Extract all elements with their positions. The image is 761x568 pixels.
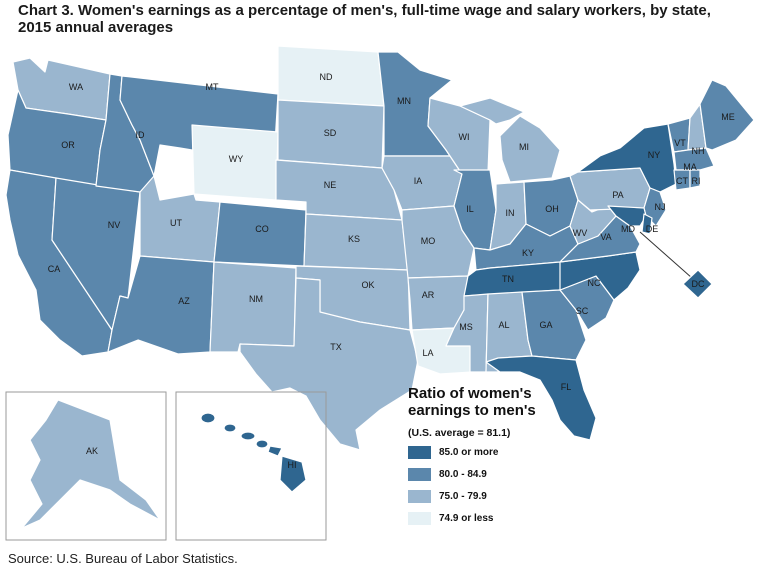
legend-swatch [408, 511, 431, 525]
label-va: VA [600, 232, 611, 242]
label-vt: VT [674, 138, 686, 148]
label-nd: ND [320, 72, 333, 82]
label-nv: NV [108, 220, 121, 230]
label-wa: WA [69, 82, 83, 92]
state-ri [689, 169, 701, 189]
label-ak: AK [86, 446, 98, 456]
state-me [699, 79, 755, 151]
state-ak [21, 399, 161, 529]
label-ia: IA [414, 176, 423, 186]
legend-label: 80.0 - 84.9 [439, 468, 487, 480]
label-co: CO [255, 224, 269, 234]
label-wv: WV [573, 228, 588, 238]
label-sd: SD [324, 128, 337, 138]
legend-label: 85.0 or more [439, 446, 499, 458]
state-md [607, 205, 647, 227]
hawaii-inset-frame [175, 391, 327, 541]
label-al: AL [498, 320, 509, 330]
state-de [641, 213, 653, 235]
label-ct: CT [676, 176, 688, 186]
label-de: DE [646, 224, 659, 234]
label-sc: SC [576, 306, 589, 316]
legend-title: Ratio of women's earnings to men's [408, 385, 536, 419]
label-ny: NY [648, 150, 661, 160]
state-co [213, 201, 307, 267]
state-tx [239, 277, 419, 451]
label-oh: OH [545, 204, 559, 214]
legend-subtitle: (U.S. average = 81.1) [408, 427, 511, 439]
label-nc: NC [588, 278, 601, 288]
state-nm [209, 261, 297, 353]
label-il: IL [466, 204, 474, 214]
label-mt: MT [206, 82, 219, 92]
label-mo: MO [421, 236, 436, 246]
legend-label: 75.0 - 79.9 [439, 490, 487, 502]
label-wy: WY [229, 154, 244, 164]
state-fl [485, 355, 597, 441]
state-hi [200, 412, 307, 493]
legend-item: 80.0 - 84.9 [408, 467, 487, 481]
legend-label: 74.9 or less [439, 512, 494, 524]
label-nm: NM [249, 294, 263, 304]
label-ut: UT [170, 218, 182, 228]
label-fl: FL [561, 382, 572, 392]
label-id: ID [136, 130, 146, 140]
label-az: AZ [178, 296, 190, 306]
source-note: Source: U.S. Bureau of Labor Statistics. [8, 551, 238, 566]
label-la: LA [422, 348, 433, 358]
label-ok: OK [361, 280, 374, 290]
label-or: OR [61, 140, 75, 150]
label-nh: NH [692, 146, 705, 156]
label-dc: DC [692, 279, 705, 289]
alaska-inset-frame [5, 391, 167, 541]
label-ga: GA [539, 320, 552, 330]
label-me: ME [721, 112, 735, 122]
label-ne: NE [324, 180, 337, 190]
label-pa: PA [612, 190, 623, 200]
legend-item: 75.0 - 79.9 [408, 489, 487, 503]
label-tn: TN [502, 274, 514, 284]
legend-swatch [408, 489, 431, 503]
label-ks: KS [348, 234, 360, 244]
label-ca: CA [48, 264, 61, 274]
label-wi: WI [459, 132, 470, 142]
label-hi: HI [288, 460, 297, 470]
label-ar: AR [422, 290, 435, 300]
state-dc [682, 269, 713, 299]
legend-item: 74.9 or less [408, 511, 493, 525]
label-mi: MI [519, 142, 529, 152]
legend-swatch [408, 445, 431, 459]
state-shapes [5, 45, 755, 541]
chart-title: Chart 3. Women's earnings as a percentag… [18, 2, 711, 36]
label-ma: MA [683, 162, 697, 172]
label-md: MD [621, 224, 635, 234]
label-ky: KY [522, 248, 534, 258]
label-ri: RI [692, 176, 701, 186]
legend-swatch [408, 467, 431, 481]
dc-callout-line [639, 231, 693, 279]
legend-item: 85.0 or more [408, 445, 498, 459]
label-in: IN [506, 208, 515, 218]
label-tx: TX [330, 342, 342, 352]
label-ms: MS [459, 322, 473, 332]
state-pa [569, 167, 651, 211]
label-mn: MN [397, 96, 411, 106]
state-labels: WA OR CA NV ID MT WY UT AZ CO NM ND SD N… [48, 72, 735, 470]
label-nj: NJ [655, 202, 666, 212]
state-ny [577, 123, 677, 193]
state-mi [459, 97, 561, 183]
